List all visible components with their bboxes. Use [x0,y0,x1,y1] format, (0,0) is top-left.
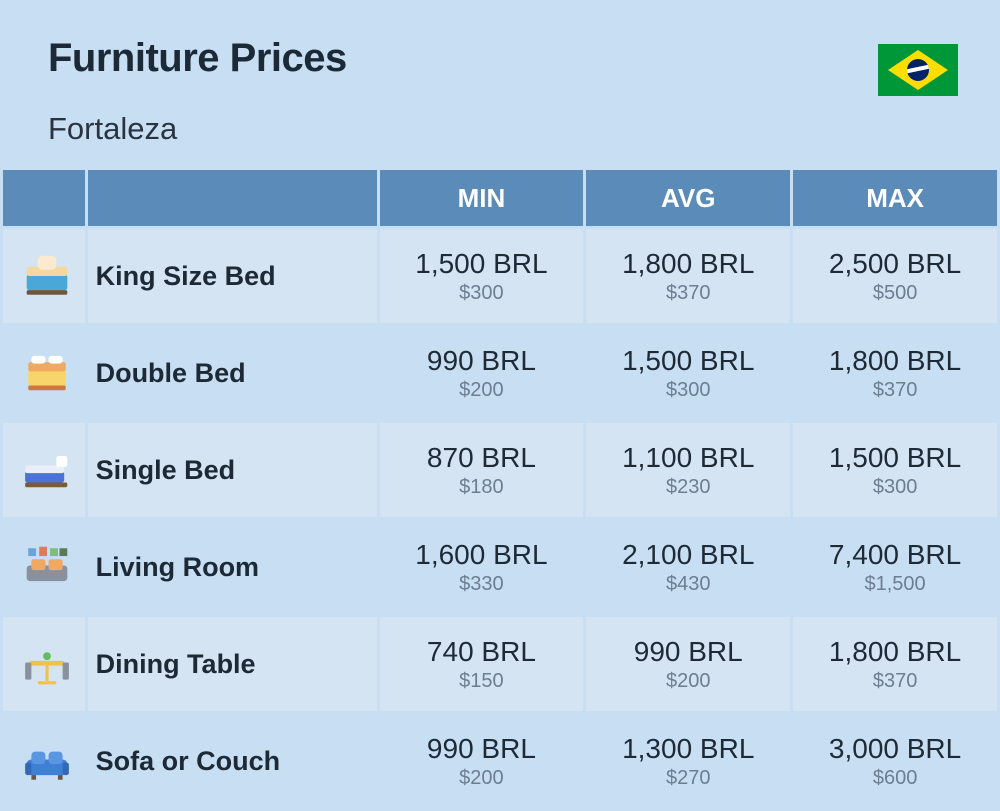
single-bed-icon [3,423,85,517]
item-name: Dining Table [88,617,377,711]
max-cell: 7,400 BRL $1,500 [793,520,997,614]
avg-cell: 1,800 BRL $370 [586,229,790,323]
max-brl: 1,500 BRL [793,442,997,474]
max-usd: $600 [793,767,997,790]
max-usd: $1,500 [793,573,997,596]
avg-brl: 1,500 BRL [586,345,790,377]
avg-brl: 1,100 BRL [586,442,790,474]
col-icon-header [3,170,85,226]
min-brl: 990 BRL [380,733,584,765]
min-brl: 870 BRL [380,442,584,474]
min-brl: 1,500 BRL [380,248,584,280]
item-name: King Size Bed [88,229,377,323]
max-brl: 3,000 BRL [793,733,997,765]
min-brl: 740 BRL [380,636,584,668]
page-title: Furniture Prices [48,36,952,81]
max-cell: 1,800 BRL $370 [793,326,997,420]
min-brl: 1,600 BRL [380,539,584,571]
max-cell: 2,500 BRL $500 [793,229,997,323]
table-row: King Size Bed 1,500 BRL $300 1,800 BRL $… [3,229,997,323]
item-name: Sofa or Couch [88,714,377,808]
avg-brl: 990 BRL [586,636,790,668]
min-cell: 990 BRL $200 [380,326,584,420]
min-cell: 990 BRL $200 [380,714,584,808]
city-name: Fortaleza [48,111,952,147]
max-brl: 1,800 BRL [793,345,997,377]
sofa-icon [3,714,85,808]
max-usd: $370 [793,379,997,402]
item-name: Single Bed [88,423,377,517]
min-cell: 1,600 BRL $330 [380,520,584,614]
item-name: Double Bed [88,326,377,420]
col-item-header [88,170,377,226]
avg-usd: $230 [586,476,790,499]
avg-cell: 1,100 BRL $230 [586,423,790,517]
item-name: Living Room [88,520,377,614]
min-usd: $300 [380,282,584,305]
double-bed-icon [3,326,85,420]
avg-cell: 1,500 BRL $300 [586,326,790,420]
dining-table-icon [3,617,85,711]
table-row: Double Bed 990 BRL $200 1,500 BRL $300 1… [3,326,997,420]
avg-brl: 1,800 BRL [586,248,790,280]
col-min-header: MIN [380,170,584,226]
living-room-icon [3,520,85,614]
min-cell: 1,500 BRL $300 [380,229,584,323]
avg-cell: 990 BRL $200 [586,617,790,711]
avg-usd: $270 [586,767,790,790]
avg-brl: 2,100 BRL [586,539,790,571]
king-bed-icon [3,229,85,323]
min-cell: 740 BRL $150 [380,617,584,711]
avg-usd: $200 [586,670,790,693]
avg-usd: $430 [586,573,790,596]
max-cell: 1,800 BRL $370 [793,617,997,711]
table-row: Sofa or Couch 990 BRL $200 1,300 BRL $27… [3,714,997,808]
table-row: Single Bed 870 BRL $180 1,100 BRL $230 1… [3,423,997,517]
table-row: Dining Table 740 BRL $150 990 BRL $200 1… [3,617,997,711]
max-cell: 1,500 BRL $300 [793,423,997,517]
avg-usd: $300 [586,379,790,402]
avg-usd: $370 [586,282,790,305]
avg-brl: 1,300 BRL [586,733,790,765]
min-usd: $150 [380,670,584,693]
avg-cell: 2,100 BRL $430 [586,520,790,614]
brazil-flag-icon [878,44,958,96]
table-header-row: MIN AVG MAX [3,170,997,226]
min-brl: 990 BRL [380,345,584,377]
avg-cell: 1,300 BRL $270 [586,714,790,808]
col-avg-header: AVG [586,170,790,226]
max-usd: $370 [793,670,997,693]
table-row: Living Room 1,600 BRL $330 2,100 BRL $43… [3,520,997,614]
min-usd: $330 [380,573,584,596]
max-usd: $300 [793,476,997,499]
max-brl: 7,400 BRL [793,539,997,571]
max-brl: 2,500 BRL [793,248,997,280]
max-cell: 3,000 BRL $600 [793,714,997,808]
max-brl: 1,800 BRL [793,636,997,668]
header-area: Furniture Prices Fortaleza [0,0,1000,167]
min-cell: 870 BRL $180 [380,423,584,517]
furniture-price-table: MIN AVG MAX King Size Bed 1,500 BRL $300… [0,167,1000,811]
max-usd: $500 [793,282,997,305]
min-usd: $200 [380,767,584,790]
min-usd: $200 [380,379,584,402]
col-max-header: MAX [793,170,997,226]
min-usd: $180 [380,476,584,499]
